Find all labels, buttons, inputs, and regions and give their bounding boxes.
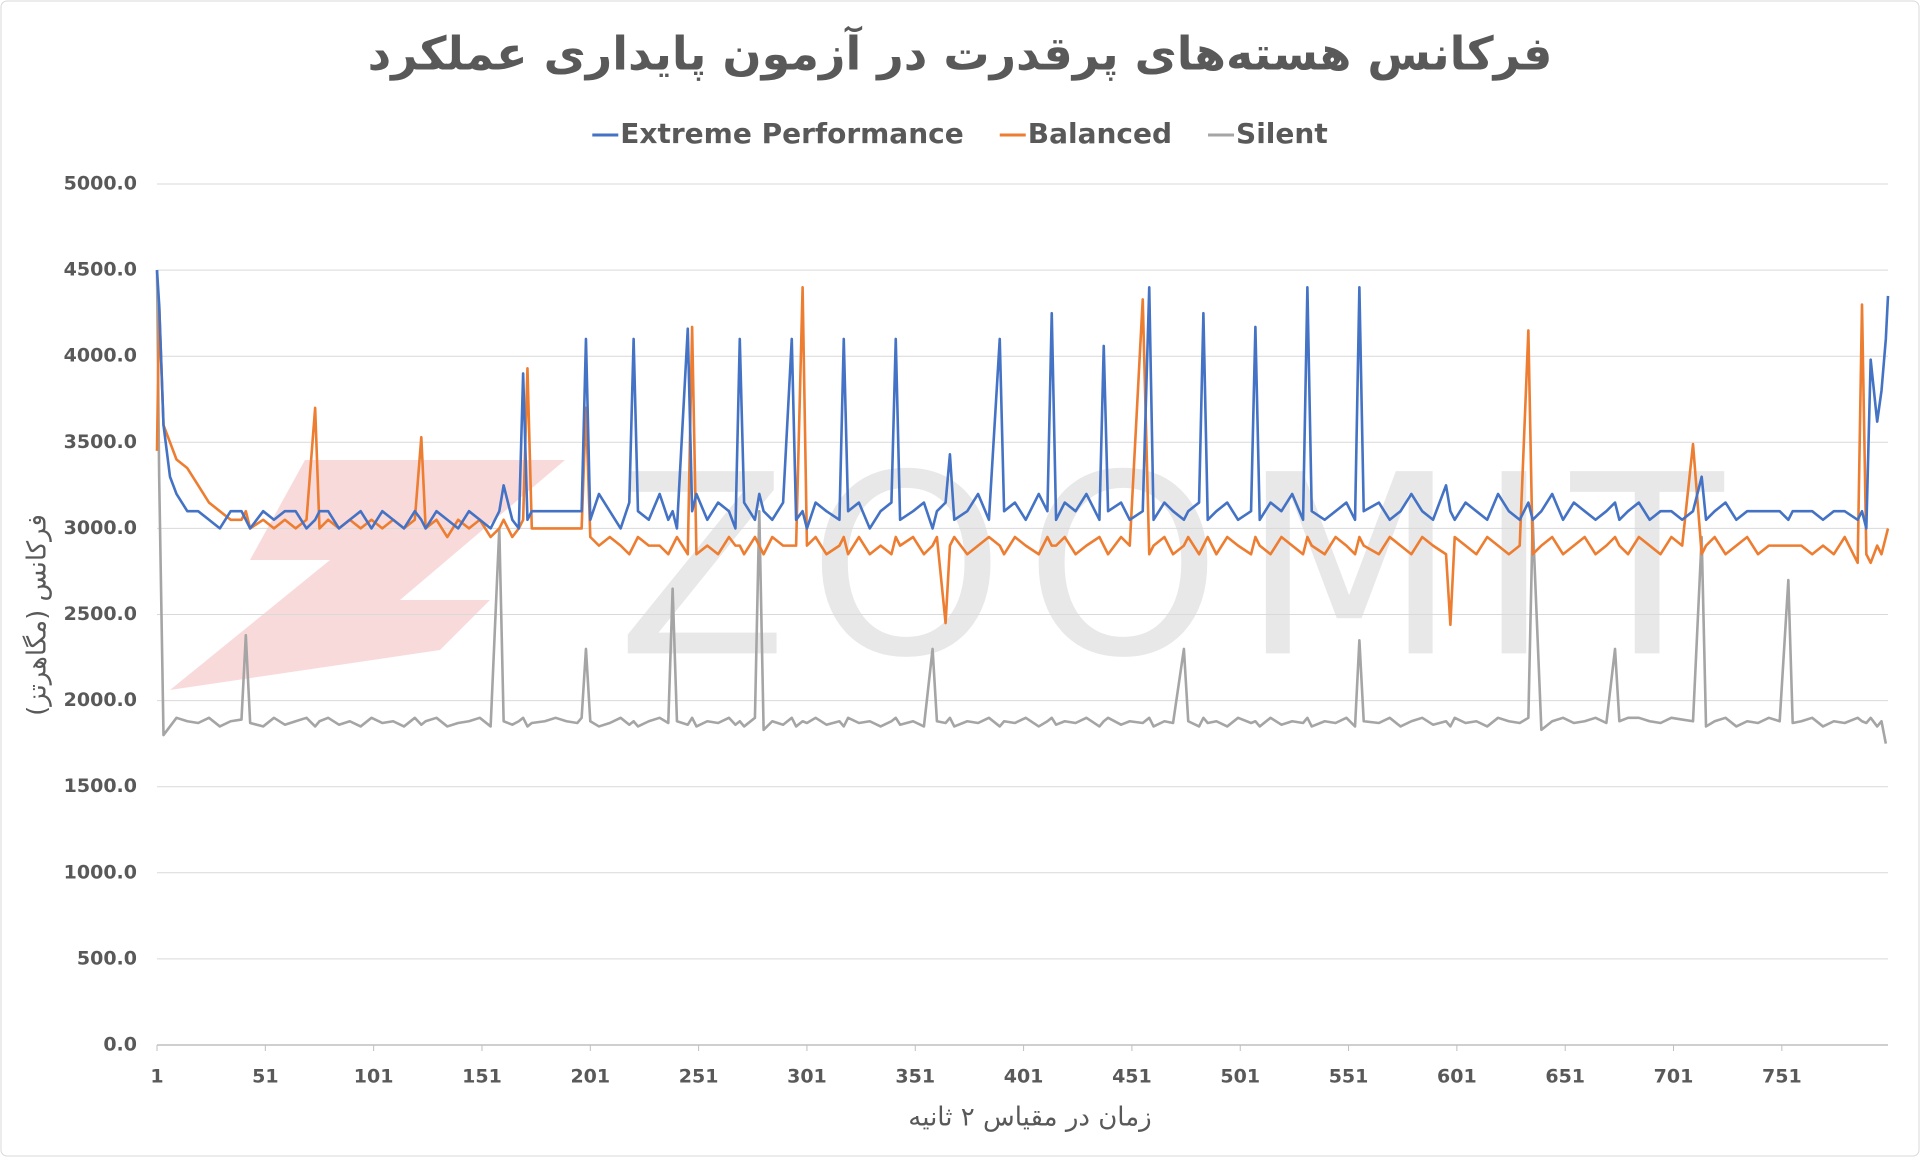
series-line <box>155 270 1890 530</box>
legend-label: Balanced <box>1028 117 1172 150</box>
x-tick-label: 51 <box>252 1066 278 1088</box>
x-tick-label: 451 <box>1112 1066 1152 1088</box>
legend-label: Silent <box>1236 117 1328 150</box>
x-tick-label: 701 <box>1654 1066 1694 1088</box>
x-tick-label: 251 <box>679 1066 719 1088</box>
x-tick-label: 201 <box>570 1066 610 1088</box>
series-line <box>155 286 1890 627</box>
y-tick-label: 1500.0 <box>64 775 137 797</box>
x-tick-label: 551 <box>1329 1066 1369 1088</box>
y-tick-label: 3500.0 <box>64 431 137 453</box>
x-tick-label: 751 <box>1762 1066 1802 1088</box>
y-tick-label: 1000.0 <box>64 861 137 883</box>
x-tick-label: 401 <box>1004 1066 1044 1088</box>
y-tick-label: 500.0 <box>77 947 137 969</box>
y-tick-label: 2500.0 <box>64 603 137 625</box>
x-tick-label: 501 <box>1220 1066 1260 1088</box>
y-tick-label: 5000.0 <box>64 173 137 195</box>
chart-title: فرکانس هسته‌های پرقدرت در آزمون پایداری … <box>368 26 1553 82</box>
y-tick-label: 2000.0 <box>64 689 137 711</box>
y-tick-label: 0.0 <box>103 1034 137 1056</box>
y-tick-label: 4000.0 <box>64 345 137 367</box>
y-tick-label: 4500.0 <box>64 259 137 281</box>
y-axis-label: فرکانس (مگاهرتز) <box>22 514 53 716</box>
x-tick-label: 651 <box>1545 1066 1585 1088</box>
legend-label: Extreme Performance <box>620 117 963 150</box>
series-line <box>155 270 1888 744</box>
y-tick-label: 3000.0 <box>64 517 137 539</box>
x-tick-label: 1 <box>150 1066 163 1088</box>
legend: Extreme Performance Balanced Silent <box>592 117 1328 150</box>
x-axis-label: زمان در مقیاس ۲ ثانیه <box>908 1103 1151 1133</box>
grid <box>157 183 1888 1046</box>
x-tick-label: 101 <box>354 1066 394 1088</box>
x-tick-label: 301 <box>787 1066 827 1088</box>
x-tick-label: 151 <box>462 1066 502 1088</box>
x-tick-label: 351 <box>895 1066 935 1088</box>
x-tick-label: 601 <box>1437 1066 1477 1088</box>
